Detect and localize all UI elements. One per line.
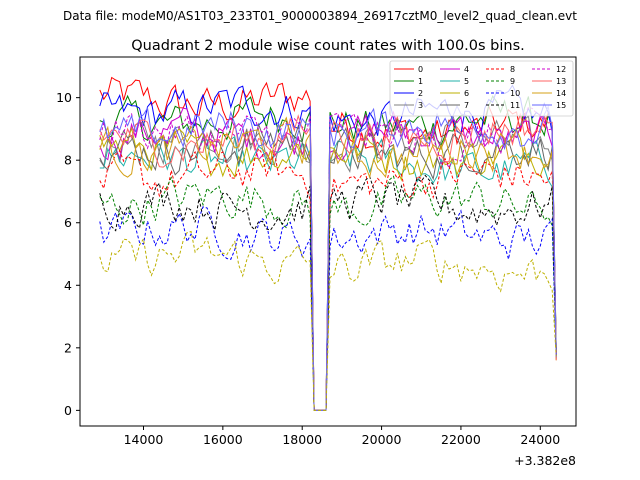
legend-label-2: 2: [418, 89, 423, 98]
x-tick-label: 20000: [362, 432, 402, 447]
chart-title: Quadrant 2 module wise count rates with …: [131, 38, 525, 54]
y-tick-label: 2: [64, 340, 72, 355]
y-tick-label: 10: [56, 90, 72, 105]
legend-label-15: 15: [556, 101, 566, 110]
series-line-yellow-dashed: [99, 230, 557, 411]
series-line-15: [99, 104, 557, 411]
legend-label-5: 5: [464, 77, 469, 86]
x-tick-label: 18000: [282, 432, 322, 447]
legend-label-14: 14: [556, 89, 566, 98]
chart-suptitle: Data file: modeM0/AS1T03_233T01_90000038…: [63, 9, 577, 23]
legend-label-13: 13: [556, 77, 566, 86]
legend-label-11: 11: [510, 101, 520, 110]
legend-label-12: 12: [556, 65, 566, 74]
legend-label-9: 9: [510, 77, 515, 86]
axis-layer: 14000 16000 18000 20000 22000 24000 0 2 4 6 8 10: [56, 90, 560, 447]
legend-label-7: 7: [464, 101, 469, 110]
series-line-8: [99, 147, 557, 411]
legend-label-8: 8: [510, 65, 515, 74]
x-tick-label: 14000: [124, 432, 164, 447]
series-layer: [99, 76, 557, 411]
legend-label-3: 3: [418, 101, 423, 110]
series-line-11: [99, 174, 557, 411]
legend-label-1: 1: [418, 77, 423, 86]
legend-label-6: 6: [464, 89, 469, 98]
y-tick-label: 8: [64, 153, 72, 168]
plot-frame: [79, 56, 577, 427]
x-tick-label: 22000: [441, 432, 481, 447]
x-offset-label: +3.382e8: [514, 453, 576, 468]
x-tick-label: 24000: [520, 432, 560, 447]
legend-box: [389, 60, 574, 117]
y-tick-label: 4: [64, 278, 72, 293]
legend-label-0: 0: [418, 65, 423, 74]
y-tick-label: 0: [64, 403, 72, 418]
y-tick-label: 6: [64, 215, 72, 230]
legend-label-10: 10: [510, 89, 520, 98]
x-tick-label: 16000: [203, 432, 243, 447]
legend-label-4: 4: [464, 65, 469, 74]
